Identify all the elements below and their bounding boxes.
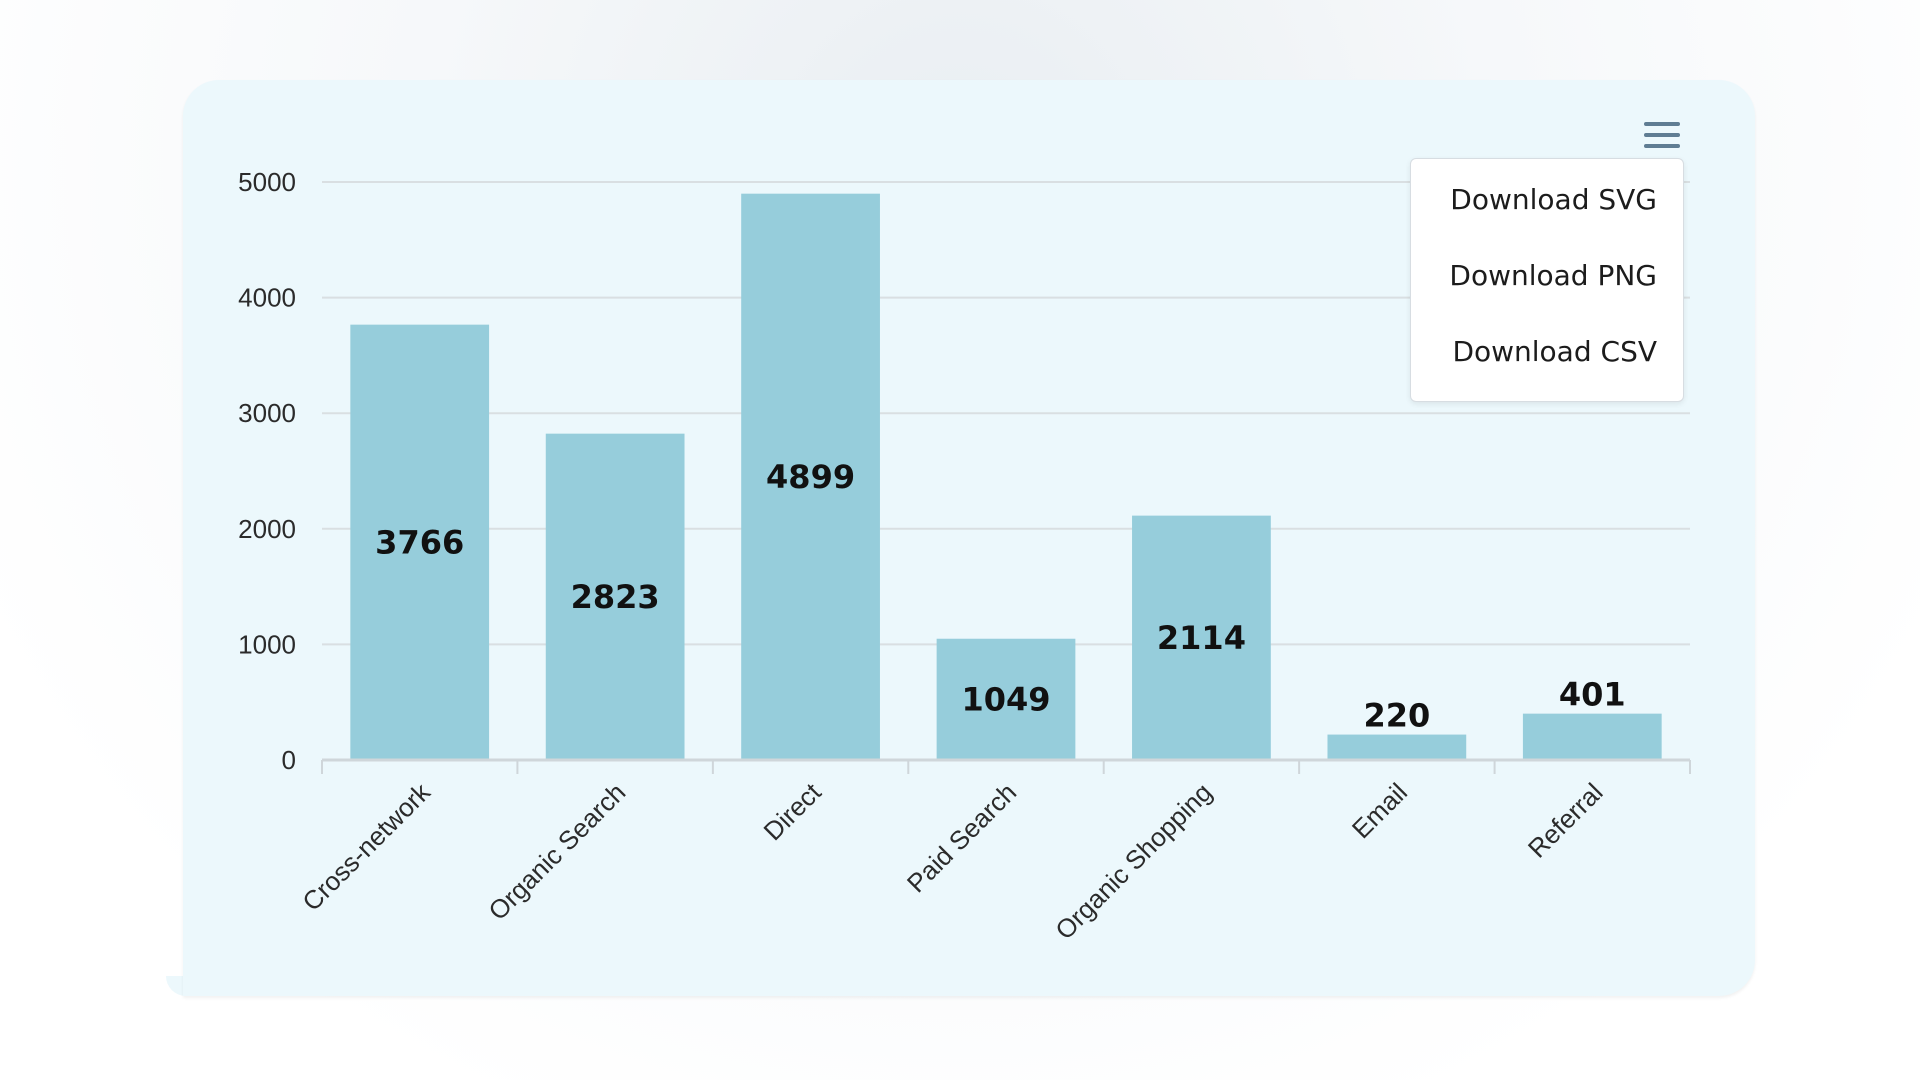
bar[interactable] — [741, 193, 880, 760]
export-menu: Download SVG Download PNG Download CSV — [1410, 158, 1684, 402]
bar[interactable] — [350, 324, 490, 760]
download-png-item[interactable]: Download PNG — [1449, 259, 1657, 292]
x-tick-label: Direct — [758, 776, 828, 846]
download-csv-item[interactable]: Download CSV — [1452, 335, 1657, 368]
data-label: 220 — [1363, 697, 1430, 735]
x-tick-label: Organic Shopping — [1049, 777, 1217, 945]
x-tick-label: Referral — [1522, 777, 1609, 864]
data-label: 2114 — [1157, 619, 1246, 657]
y-tick-label: 2000 — [238, 514, 296, 544]
x-tick-label: Email — [1346, 777, 1413, 844]
hamburger-menu-icon[interactable] — [1640, 118, 1684, 154]
data-label: 401 — [1559, 676, 1626, 714]
y-tick-label: 1000 — [238, 629, 296, 659]
y-tick-label: 5000 — [238, 167, 296, 197]
y-tick-label: 0 — [282, 745, 296, 775]
y-tick-label: 4000 — [238, 283, 296, 313]
bar[interactable] — [1522, 713, 1662, 760]
x-axis — [321, 758, 1691, 774]
data-label: 2823 — [571, 578, 660, 616]
data-labels: 3766 2823 4899 1049 2114 220 401 — [375, 458, 1626, 735]
bar[interactable] — [936, 638, 1076, 760]
bar[interactable] — [1132, 515, 1271, 760]
x-tick-label: Organic Search — [482, 777, 631, 926]
x-axis-ticks: Cross-network Organic Search Direct Paid Se… — [296, 776, 1608, 945]
y-axis-ticks: 0 1000 2000 3000 4000 5000 — [238, 167, 296, 775]
data-label: 3766 — [375, 523, 464, 561]
x-tick-label: Cross-network — [296, 776, 436, 916]
bars — [350, 193, 1662, 760]
x-tick-label: Paid Search — [901, 777, 1022, 898]
bar[interactable] — [545, 433, 685, 760]
y-tick-label: 3000 — [238, 398, 296, 428]
download-svg-item[interactable]: Download SVG — [1450, 183, 1657, 216]
data-label: 1049 — [961, 680, 1050, 718]
data-label: 4899 — [766, 458, 855, 496]
bar[interactable] — [1327, 734, 1467, 760]
